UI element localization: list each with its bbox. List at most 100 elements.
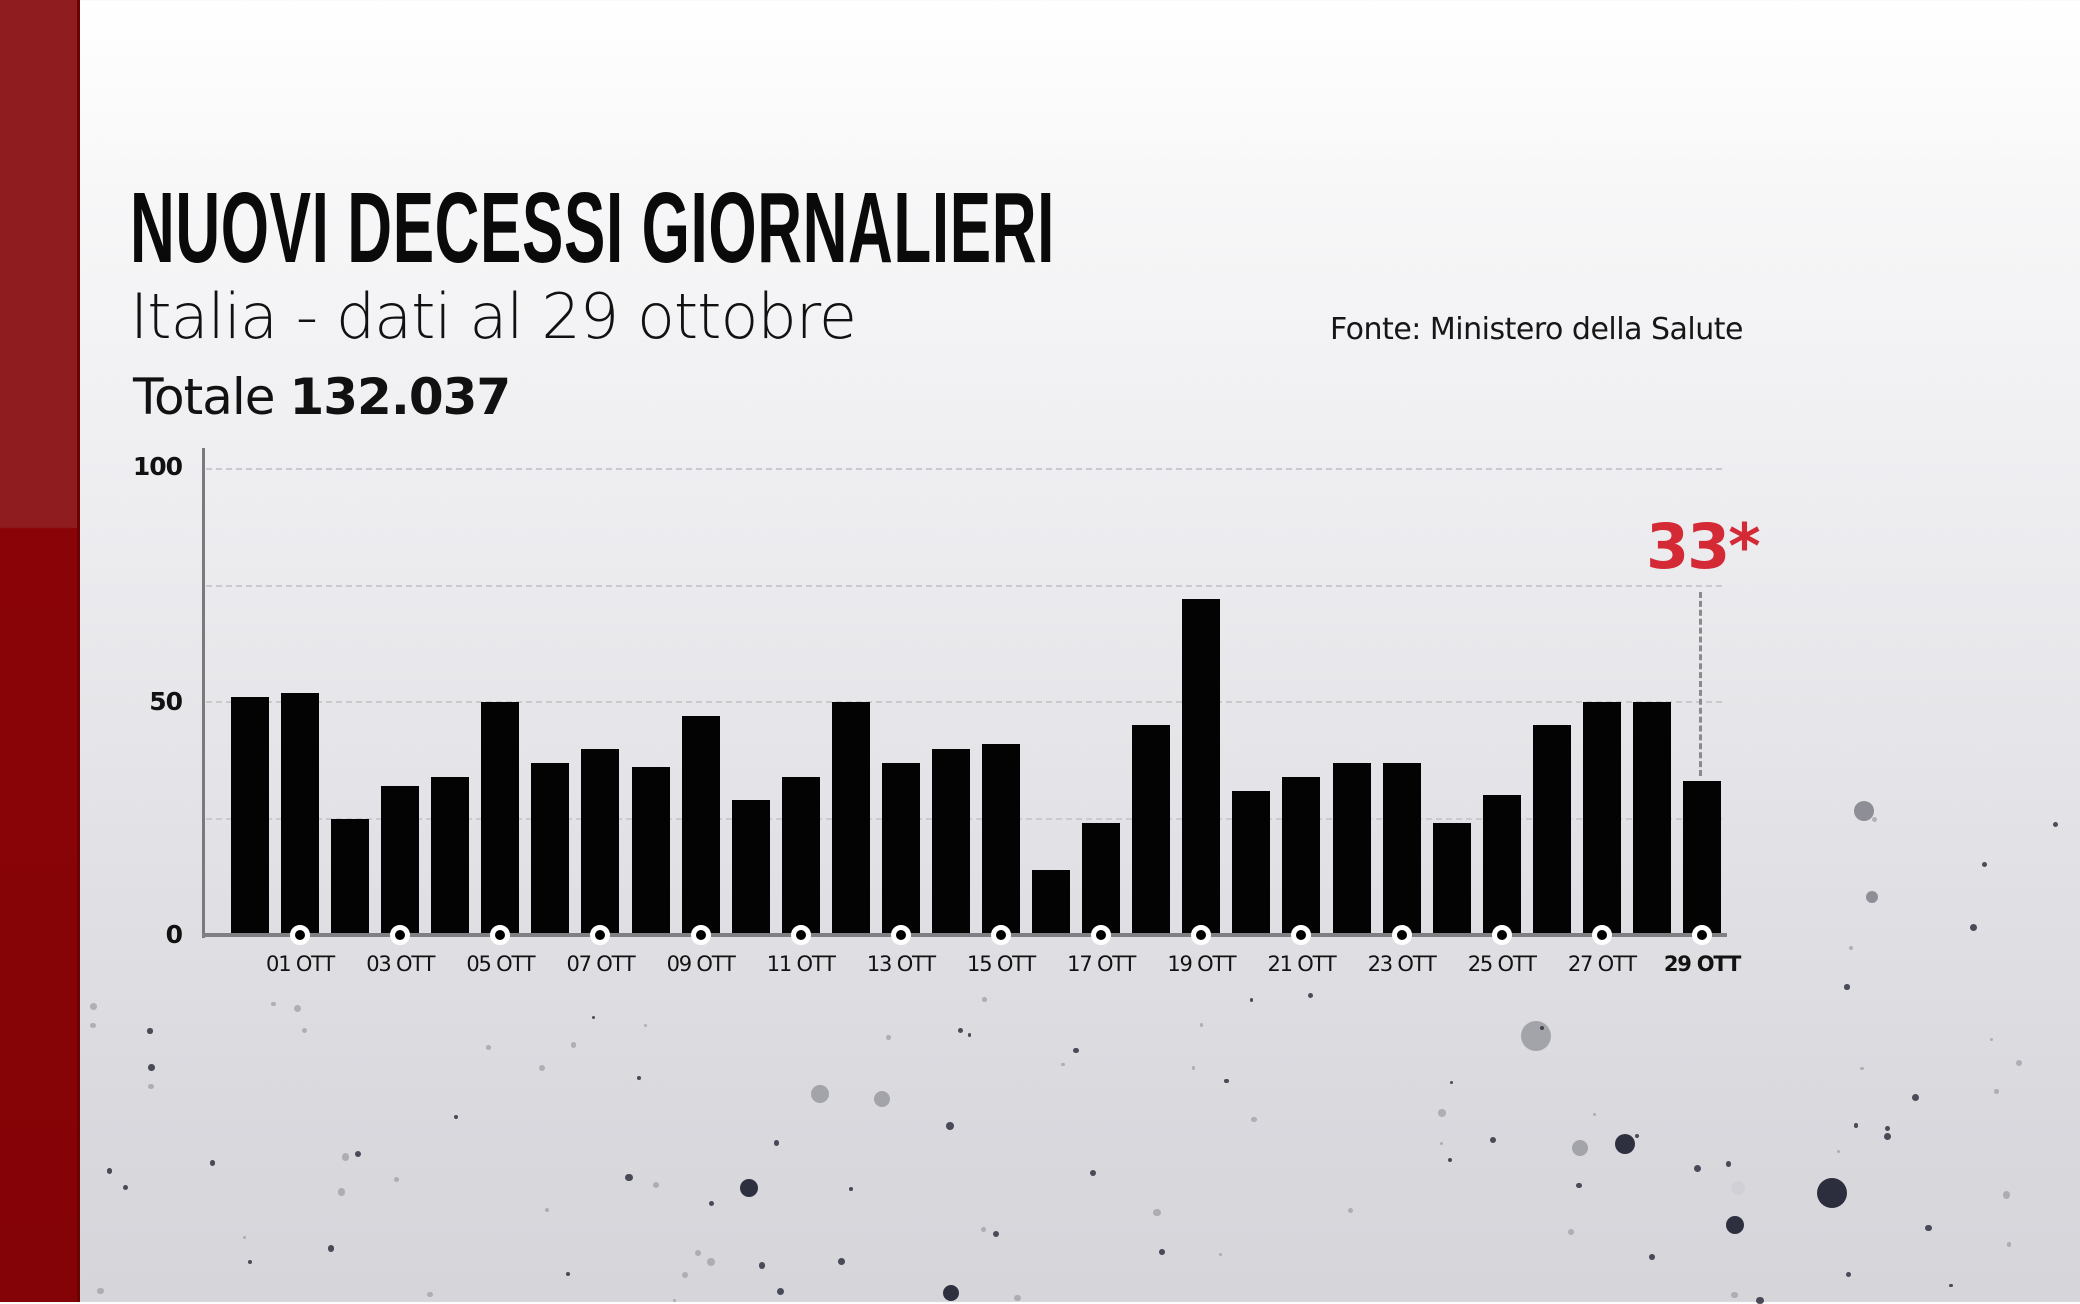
bokeh-dot <box>943 1285 959 1301</box>
x-tick-marker <box>790 925 811 945</box>
bokeh-dot <box>2006 1242 2012 1247</box>
bar-14-ott <box>931 748 970 935</box>
brand-stripe <box>0 0 80 1302</box>
bokeh-dot <box>90 1003 97 1010</box>
bokeh-dot <box>1014 1294 1021 1302</box>
x-tick-marker <box>390 925 411 945</box>
bokeh-dot <box>874 1091 890 1107</box>
y-tick-label-0: 0 <box>165 920 183 949</box>
bokeh-dot <box>341 1153 350 1161</box>
bokeh-dot <box>486 1044 491 1050</box>
bokeh-dot <box>247 1260 252 1265</box>
bar-11-ott <box>781 776 820 935</box>
bokeh-dot <box>1159 1249 1165 1255</box>
bokeh-dot <box>1521 1021 1551 1051</box>
bokeh-dot <box>637 1076 641 1080</box>
bokeh-dot <box>147 1028 153 1034</box>
bokeh-dot <box>1061 1062 1065 1067</box>
bokeh-dot <box>740 1179 758 1197</box>
bokeh-dot <box>427 1292 433 1298</box>
bokeh-dot <box>1848 946 1854 951</box>
bokeh-dot <box>1615 1134 1635 1154</box>
bokeh-dot <box>1648 1253 1655 1260</box>
bokeh-dot <box>708 1201 714 1207</box>
x-tick-marker <box>690 925 711 945</box>
total-label: Totale <box>133 368 276 426</box>
bokeh-dot <box>1224 1078 1230 1084</box>
bokeh-dot <box>1448 1158 1453 1163</box>
bar-30-set <box>231 697 269 935</box>
bokeh-dot <box>570 1041 577 1048</box>
x-tick-marker <box>1692 925 1713 945</box>
bokeh-dot <box>1438 1109 1447 1118</box>
x-tick-marker <box>1091 925 1112 945</box>
x-tick-label: 15 OTT <box>967 952 1036 976</box>
annotation-leader-line <box>1699 592 1702 776</box>
bokeh-dot <box>681 1272 688 1279</box>
bokeh-dot <box>1073 1047 1079 1054</box>
bokeh-dot <box>773 1140 780 1146</box>
x-tick-marker <box>1591 925 1612 945</box>
bokeh-dot <box>1153 1208 1161 1216</box>
x-tick-label: 17 OTT <box>1067 952 1136 976</box>
gridline-75 <box>206 584 1722 587</box>
bokeh-dot <box>1347 1207 1353 1214</box>
bokeh-dot <box>849 1187 854 1191</box>
bokeh-dot <box>1191 1066 1196 1070</box>
bokeh-dot <box>271 1001 277 1007</box>
bokeh-dot <box>1439 1141 1443 1145</box>
bar-15-ott <box>982 743 1021 935</box>
bokeh-dot <box>1912 1094 1920 1102</box>
bokeh-dot <box>967 1033 971 1037</box>
bar-28-ott <box>1632 702 1671 935</box>
x-tick-label: 01 OTT <box>266 952 335 976</box>
bokeh-dot <box>123 1184 129 1190</box>
chart-title: NUOVI DECESSI GIORNALIERI <box>130 172 1055 284</box>
bokeh-dot <box>776 1287 784 1295</box>
bar-02-ott <box>331 818 370 935</box>
bar-09-ott <box>681 715 720 935</box>
bokeh-dot <box>1845 1271 1851 1277</box>
bokeh-dot <box>148 1064 155 1071</box>
y-tick-label-100: 100 <box>132 452 183 481</box>
bar-06-ott <box>531 762 570 935</box>
bokeh-dot <box>1090 1169 1096 1176</box>
bokeh-dot <box>673 1299 677 1303</box>
x-tick-label: 23 OTT <box>1367 952 1437 976</box>
bar-25-ott <box>1482 795 1521 935</box>
bokeh-dot <box>337 1188 346 1196</box>
bokeh-dot <box>1592 1112 1597 1117</box>
bar-07-ott <box>581 748 620 935</box>
bar-10-ott <box>731 799 770 935</box>
bokeh-dot <box>592 1016 596 1020</box>
bokeh-dot <box>1884 1126 1890 1132</box>
bar-05-ott <box>481 702 520 935</box>
bokeh-dot <box>1726 1216 1744 1234</box>
bokeh-dot <box>1883 1133 1892 1141</box>
bokeh-dot <box>1693 1165 1701 1173</box>
bar-18-ott <box>1132 725 1171 935</box>
bokeh-dot <box>1572 1140 1588 1156</box>
bokeh-dot <box>1731 1181 1745 1195</box>
bar-13-ott <box>881 762 920 935</box>
bokeh-dot <box>328 1245 335 1252</box>
bokeh-dot <box>1844 984 1850 990</box>
x-tick-label: 09 OTT <box>666 952 736 976</box>
gridline-100 <box>206 468 1722 470</box>
bokeh-dot <box>209 1160 216 1166</box>
y-tick-label-50: 50 <box>149 687 183 716</box>
bokeh-dot <box>97 1288 104 1295</box>
bar-12-ott <box>831 702 870 935</box>
x-axis <box>202 933 1727 937</box>
bokeh-dot <box>694 1250 701 1257</box>
bokeh-dot <box>1989 1037 1993 1041</box>
y-axis <box>202 448 205 938</box>
bokeh-dot <box>653 1181 660 1189</box>
bokeh-dot <box>1567 1229 1575 1236</box>
bokeh-dot <box>1730 1291 1738 1299</box>
bokeh-dot <box>811 1085 829 1103</box>
x-tick-marker <box>1291 925 1312 945</box>
bokeh-dot <box>1756 1297 1764 1304</box>
bokeh-dot <box>1249 998 1254 1002</box>
